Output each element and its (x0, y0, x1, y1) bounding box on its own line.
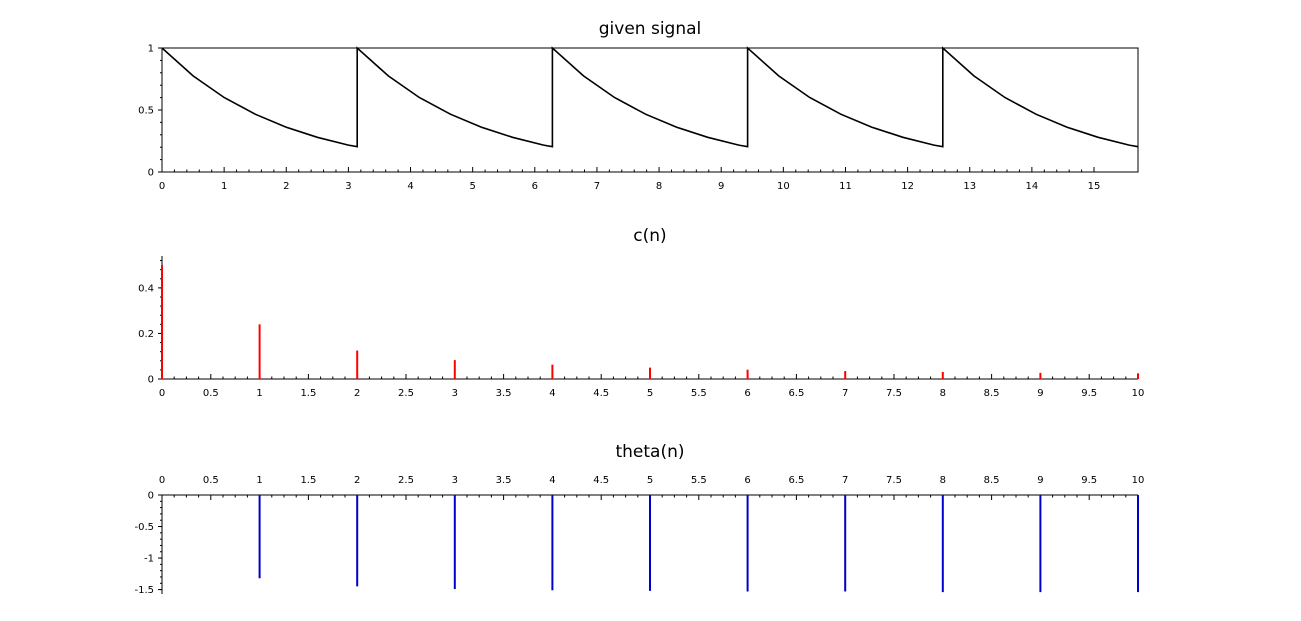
x-tick-label: 6 (744, 388, 750, 399)
chart-title-theta: theta(n) (615, 442, 684, 462)
series-line (161, 46, 1139, 148)
x-tick-label: 3 (452, 475, 458, 486)
x-tick-label: 4.5 (593, 475, 609, 486)
x-tick-label: 2 (354, 388, 360, 399)
x-tick-label: 9.5 (1081, 388, 1097, 399)
x-tick-label: 8.5 (984, 475, 1000, 486)
plot-frame (161, 47, 1139, 173)
chart-title-given-signal: given signal (599, 19, 702, 39)
x-tick-label: 0 (159, 181, 165, 192)
x-tick-label: 7 (842, 388, 848, 399)
plot-theta: 0 0.5 1 1.5 2 2.5 3 3.5 4 4.5 5 5.5 6 6.5 7 7.5 8 8.5 9 9.5… (134, 475, 1144, 596)
x-tick-label: 10 (1132, 388, 1145, 399)
x-tick-label: 2.5 (398, 388, 414, 399)
y-tick-label: 0.4 (138, 283, 154, 294)
x-tick-label: 4 (549, 388, 555, 399)
x-tick-label: 5.5 (691, 388, 707, 399)
x-tick-label: 7 (594, 181, 600, 192)
x-tick-label: 3 (345, 181, 351, 192)
y-tick-label: -1 (144, 554, 154, 565)
x-tick-label: 10 (1132, 475, 1145, 486)
y-tick-label: 1 (148, 44, 154, 55)
x-tick-label: 6 (532, 181, 538, 192)
x-tick-label: 8 (656, 181, 662, 192)
x-tick-label: 11 (839, 181, 852, 192)
x-tick-label: 1 (221, 181, 227, 192)
x-tick-label: 1 (256, 475, 262, 486)
x-tick-label: 5 (647, 388, 653, 399)
y-tick-label: -0.5 (134, 522, 154, 533)
x-tick-label: 14 (1026, 181, 1039, 192)
x-tick-label: 1 (256, 388, 262, 399)
x-tick-label: 9 (1037, 388, 1043, 399)
x-tick-label: 3 (452, 388, 458, 399)
x-tick-label: 1.5 (300, 475, 316, 486)
x-tick-label: 4 (407, 181, 413, 192)
y-tick-label: 0.5 (138, 106, 154, 117)
y-tick-label: 0 (148, 491, 154, 502)
x-tick-label: 7.5 (886, 475, 902, 486)
chart-title-cn: c(n) (633, 226, 666, 246)
x-tick-label: 15 (1088, 181, 1101, 192)
x-tick-label: 6 (744, 475, 750, 486)
y-tick-label: 0 (148, 375, 154, 386)
x-tick-label: 10 (777, 181, 790, 192)
x-tick-label: 8.5 (984, 388, 1000, 399)
plot-cn: 0 0.5 1 1.5 2 2.5 3 3.5 4 4.5 5 5.5 6 6.5 7 7.5 8 8.5 9 9.5… (138, 256, 1144, 399)
x-tick-label: 2.5 (398, 475, 414, 486)
y-tick-label: 0.2 (138, 329, 154, 340)
x-tick-label: 13 (963, 181, 976, 192)
y-tick-label: 0 (148, 168, 154, 179)
x-tick-label: 9 (1037, 475, 1043, 486)
x-tick-label: 3.5 (496, 475, 512, 486)
x-tick-label: 7 (842, 475, 848, 486)
x-tick-label: 6.5 (788, 475, 804, 486)
x-tick-label: 9.5 (1081, 475, 1097, 486)
x-tick-label: 7.5 (886, 388, 902, 399)
x-tick-label: 5.5 (691, 475, 707, 486)
x-tick-label: 0.5 (203, 475, 219, 486)
x-tick-label: 2 (354, 475, 360, 486)
x-tick-label: 3.5 (496, 388, 512, 399)
x-tick-label: 5 (647, 475, 653, 486)
x-tick-label: 12 (901, 181, 914, 192)
x-tick-label: 0 (159, 388, 165, 399)
x-tick-label: 0.5 (203, 388, 219, 399)
x-tick-label: 4.5 (593, 388, 609, 399)
x-tick-label: 1.5 (300, 388, 316, 399)
x-tick-label: 0 (159, 475, 165, 486)
x-tick-label: 8 (940, 475, 946, 486)
y-tick-label: -1.5 (134, 585, 154, 596)
x-tick-label: 8 (940, 388, 946, 399)
x-tick-label: 9 (718, 181, 724, 192)
x-tick-label: 5 (469, 181, 475, 192)
x-tick-label: 6.5 (788, 388, 804, 399)
x-tick-label: 2 (283, 181, 289, 192)
x-tick-label: 4 (549, 475, 555, 486)
